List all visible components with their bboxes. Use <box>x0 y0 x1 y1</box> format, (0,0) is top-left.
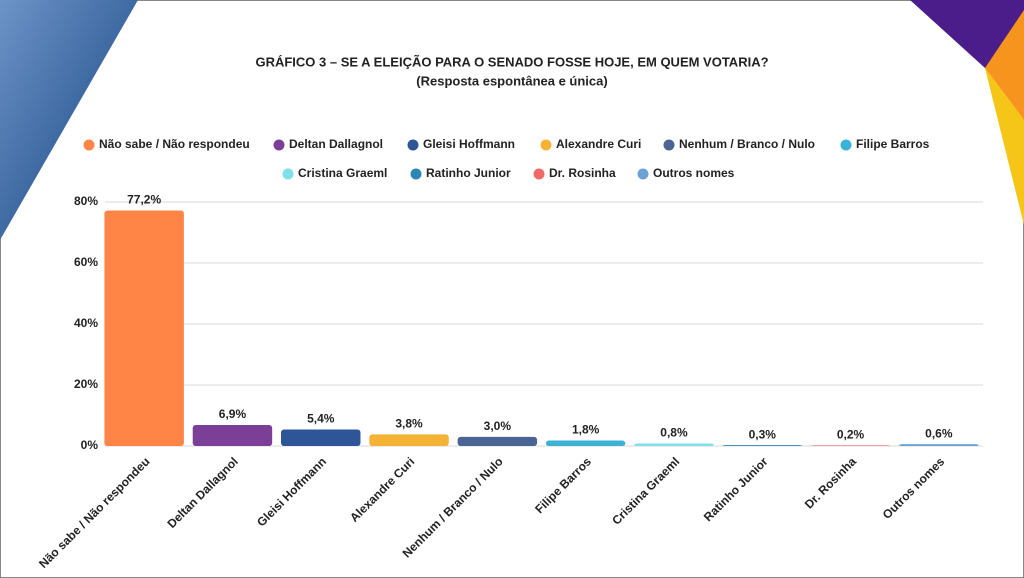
data-label: 6,9% <box>219 407 247 421</box>
bar <box>722 445 802 446</box>
data-label: 5,4% <box>307 412 335 426</box>
y-tick-label: 60% <box>74 255 98 269</box>
legend-label: Deltan Dallagnol <box>289 137 383 151</box>
bar <box>192 424 273 446</box>
data-label: 0,3% <box>749 427 777 441</box>
legend-label: Não sabe / Não respondeu <box>99 137 250 151</box>
legend-marker <box>407 139 419 151</box>
legend-label: Dr. Rosinha <box>549 166 616 180</box>
bar <box>457 436 538 446</box>
data-label: 0,8% <box>660 426 688 440</box>
legend-label: Ratinho Junior <box>426 166 511 180</box>
legend-marker <box>83 139 95 151</box>
decoration <box>985 10 1024 120</box>
chart-subtitle: (Resposta espontânea e única) <box>416 73 607 88</box>
y-tick-label: 20% <box>74 377 98 391</box>
bar <box>899 444 979 446</box>
legend-label: Outros nomes <box>653 166 735 180</box>
legend-marker <box>840 139 852 151</box>
data-label: 77,2% <box>127 193 161 207</box>
legend-label: Alexandre Curi <box>556 137 641 151</box>
decoration <box>985 68 1024 225</box>
legend-label: Filipe Barros <box>856 137 930 151</box>
bar <box>104 210 184 446</box>
legend-marker <box>637 168 649 180</box>
y-tick-label: 80% <box>74 194 98 208</box>
bar <box>810 445 891 446</box>
chart-title: GRÁFICO 3 – SE A ELEIÇÃO PARA O SENADO F… <box>255 54 768 69</box>
bar <box>281 429 361 446</box>
decoration <box>0 0 138 240</box>
legend-marker <box>540 139 552 151</box>
legend-marker <box>663 139 675 151</box>
data-label: 3,8% <box>395 417 423 431</box>
data-label: 0,2% <box>837 428 865 442</box>
bar <box>545 440 626 446</box>
y-tick-label: 0% <box>81 438 99 452</box>
legend-marker <box>410 168 422 180</box>
bar <box>369 434 449 446</box>
legend-label: Gleisi Hoffmann <box>423 137 515 151</box>
legend-marker <box>533 168 545 180</box>
data-label: 1,8% <box>572 423 600 437</box>
data-label: 3,0% <box>484 419 512 433</box>
legend-marker <box>282 168 294 180</box>
data-label: 0,6% <box>925 426 953 440</box>
legend-label: Nenhum / Branco / Nulo <box>679 137 815 151</box>
legend-marker <box>273 139 285 151</box>
bar <box>634 443 714 446</box>
legend-label: Cristina Graeml <box>298 166 387 180</box>
y-tick-label: 40% <box>74 316 98 330</box>
